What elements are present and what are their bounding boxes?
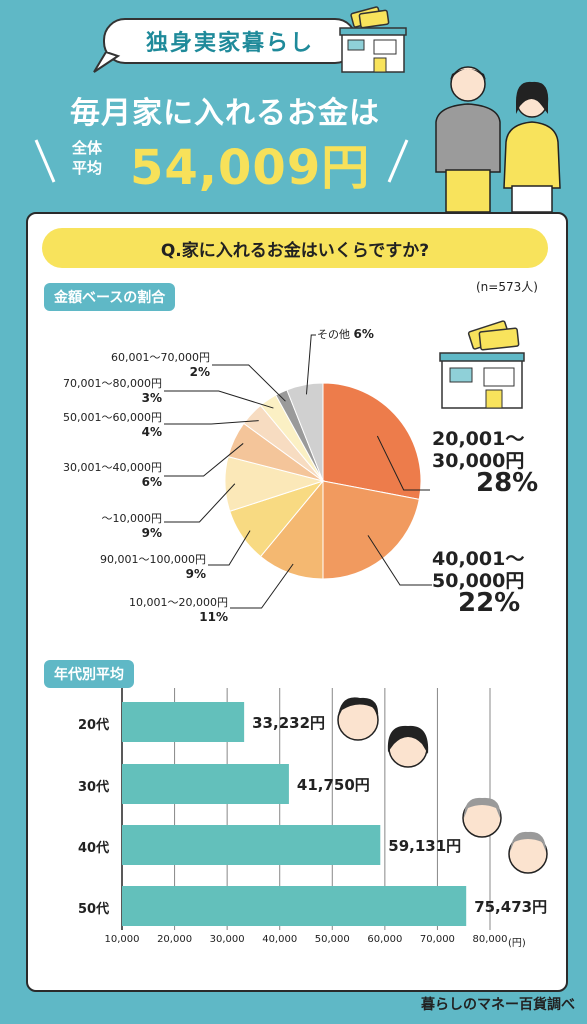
right-slash-deco: [387, 139, 409, 183]
pie-label-30-40k: 30,001〜40,000円 6%: [58, 461, 162, 490]
pie-label-10-20k-text: 10,001〜20,000円: [129, 596, 228, 609]
pie-label-under-10k: 〜10,000円 9%: [58, 512, 163, 541]
bar-0: [122, 702, 245, 742]
pie-label-70-80k-text: 70,001〜80,000円: [63, 377, 162, 390]
bar-xtick-2: 30,000: [209, 934, 245, 945]
bar-xtick-6: 70,000: [419, 934, 455, 945]
bar-category-3: 50代: [78, 902, 110, 917]
pie-label-under-10k-pct: 9%: [141, 526, 162, 540]
pie-label-other-pct: 6%: [353, 327, 374, 341]
left-slash-deco: [34, 139, 56, 183]
bar-value-label-2: 59,131円: [388, 837, 462, 855]
bar-chart: [121, 688, 491, 930]
pie-slices: [224, 382, 422, 580]
pie-slice-2: [259, 479, 324, 580]
pie-label-20-30k-pct: 28%: [476, 468, 539, 498]
bar-1: [122, 764, 289, 804]
pie-chart: [164, 334, 432, 609]
pie-leader-2: [230, 563, 294, 609]
pie-slice-0: [322, 382, 422, 500]
pie-leader-7: [164, 390, 274, 409]
bar-xtick-4: 50,000: [314, 934, 350, 945]
pie-label-40-50k-text: 40,001〜50,000円: [432, 548, 525, 592]
house-money-icon: [339, 6, 407, 73]
average-label: 全体平均: [72, 139, 103, 177]
pie-label-90-100k-text: 90,001〜100,000円: [100, 553, 206, 566]
bar-value-label-3: 75,473円: [474, 898, 548, 916]
pie-label-20-30k: 20,001〜30,000円 28%: [432, 428, 542, 498]
pie-leader-9: [305, 334, 316, 395]
pie-leader-1: [367, 535, 432, 586]
bar-category-1: 30代: [78, 780, 110, 795]
question-text: Q.家に入れるお金はいくらですか?: [160, 240, 430, 261]
bar-xtick-3: 40,000: [262, 934, 298, 945]
bar-category-0: 20代: [78, 718, 110, 733]
pie-leader-5: [164, 443, 244, 477]
faces-20s-30s-illustration: [337, 697, 429, 768]
faces-40s-50s-illustration: [462, 797, 548, 874]
pie-slice-9: [286, 382, 324, 482]
bar-xtick-7: 80,000: [472, 934, 508, 945]
pie-label-30-40k-text: 30,001〜40,000円: [63, 461, 162, 474]
bar-rects: [122, 702, 467, 926]
pie-label-40-50k-pct: 22%: [458, 588, 521, 618]
pie-label-20-30k-text: 20,001〜30,000円: [432, 428, 525, 472]
bar-value-label-0: 33,232円: [252, 714, 326, 732]
pie-label-10-20k-pct: 11%: [199, 610, 228, 624]
pie-leader-lines: [164, 334, 432, 609]
pie-label-10-20k: 10,001〜20,000円 11%: [112, 596, 228, 625]
bar-category-2: 40代: [78, 841, 110, 856]
pie-leader-6: [164, 420, 259, 425]
section-bar-title: 年代別平均: [44, 660, 134, 688]
pie-slice-1: [322, 480, 420, 580]
pie-label-50-60k-pct: 4%: [141, 425, 162, 439]
bar-xtick-5: 60,000: [367, 934, 403, 945]
pie-label-other: その他 6%: [317, 327, 374, 342]
sample-size: (n=573人): [476, 280, 538, 294]
couple-illustration: [435, 66, 561, 212]
title-bubble: 独身実家暮らし: [103, 18, 357, 64]
house-money-icon-pie: [439, 320, 525, 409]
bar-xunit: (円): [508, 938, 526, 949]
question-bar: Q.家に入れるお金はいくらですか?: [42, 228, 548, 268]
average-value: 54,009円: [130, 140, 371, 196]
pie-label-60-70k-pct: 2%: [189, 365, 210, 379]
pie-leader-8: [212, 364, 286, 402]
pie-leader-3: [208, 530, 251, 566]
section-pie-title: 金額ベースの割合: [44, 283, 176, 311]
pie-label-50-60k-text: 50,001〜60,000円: [63, 411, 162, 424]
source-credit: 暮らしのマネー百貨調べ: [421, 997, 575, 1013]
pie-label-90-100k: 90,001〜100,000円 9%: [94, 553, 206, 582]
headline: 毎月家に入れるお金は: [70, 96, 380, 131]
pie-label-30-40k-pct: 6%: [141, 475, 162, 489]
bar-xtick-0: 10,000: [104, 934, 140, 945]
pie-leader-0: [376, 435, 430, 491]
pie-label-90-100k-pct: 9%: [185, 567, 206, 581]
pie-label-other-text: その他: [317, 328, 350, 341]
bar-value-label-1: 41,750円: [296, 776, 370, 794]
pie-label-40-50k: 40,001〜50,000円 22%: [432, 548, 542, 618]
pie-leader-4: [164, 483, 236, 523]
pie-label-60-70k-text: 60,001〜70,000円: [111, 351, 210, 364]
bar-xtick-1: 20,000: [157, 934, 193, 945]
bar-3: [122, 886, 467, 926]
pie-label-70-80k-pct: 3%: [141, 391, 162, 405]
bubble-tail: [93, 52, 121, 73]
bubble-title: 独身実家暮らし: [145, 31, 314, 56]
pie-label-under-10k-text: 〜10,000円: [101, 512, 163, 525]
pie-label-60-70k: 60,001〜70,000円 2%: [110, 351, 210, 380]
bar-2: [122, 825, 381, 865]
pie-label-50-60k: 50,001〜60,000円 4%: [58, 411, 162, 440]
pie-label-70-80k: 70,001〜80,000円 3%: [58, 377, 162, 406]
